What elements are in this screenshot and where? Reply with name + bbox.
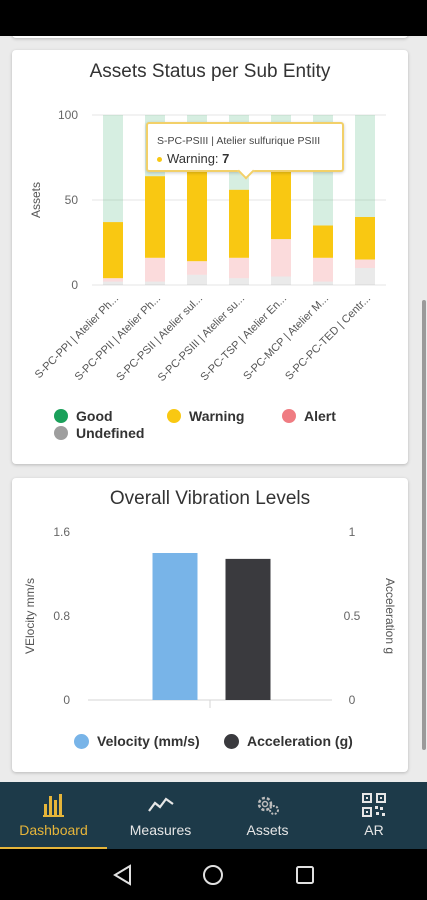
left-y-axis-label: VElocity mm/s <box>23 578 37 654</box>
tooltip-value: 7 <box>222 151 230 166</box>
bar-alert-4 <box>271 239 291 277</box>
tooltip-label: Warning: <box>167 151 219 166</box>
warning-dot-icon <box>167 409 181 423</box>
bar-good-0 <box>103 115 123 223</box>
left-y-tick-label: 1.6 <box>53 525 70 539</box>
legend-velocity-label: Velocity (mm/s) <box>97 733 200 749</box>
legend-undefined-label: Undefined <box>76 425 145 441</box>
legend-alert[interactable]: Alert <box>282 408 336 424</box>
bar-acceleration <box>225 558 271 700</box>
bar-warning-6 <box>355 217 375 260</box>
assets-status-card: Assets Status per Sub Entity 0 50 100 Asset… <box>12 50 408 464</box>
system-navigation-bar <box>0 849 427 900</box>
line-chart-icon <box>107 792 214 818</box>
nav-dashboard-label: Dashboard <box>19 822 88 838</box>
bar-good-6 <box>355 115 375 217</box>
legend-warning[interactable]: Warning <box>167 408 244 424</box>
right-y-tick-label: 0.5 <box>344 609 361 623</box>
left-y-tick-label: 0.8 <box>53 609 70 623</box>
vibration-card: Overall Vibration Levels 0 0.8 1.6 0 0.5 1 VEl… <box>12 478 408 772</box>
bar-warning-4 <box>271 171 291 240</box>
nav-dashboard[interactable]: Dashboard <box>0 782 107 849</box>
y-tick-label: 50 <box>65 193 79 207</box>
y-tick-label: 0 <box>71 278 78 292</box>
bar-undefined-3 <box>229 278 249 285</box>
active-tab-indicator <box>0 847 107 849</box>
bar-warning-3 <box>229 189 249 258</box>
x-tick-label: S-PC-MCP | Atelier M... <box>241 293 331 383</box>
nav-ar[interactable]: AR <box>321 782 427 849</box>
previous-card-edge <box>12 36 408 38</box>
left-y-tick-label: 0 <box>63 693 70 707</box>
legend-warning-label: Warning <box>189 408 245 424</box>
nav-assets-label: Assets <box>246 822 289 838</box>
bar-alert-5 <box>313 257 333 282</box>
legend-good[interactable]: Good <box>54 408 113 424</box>
dashboard-scroll-area[interactable]: Assets Status per Sub Entity 0 50 100 Asset… <box>0 36 427 782</box>
x-tick-label: S-PC-PSII | Atelier sul... <box>114 293 205 384</box>
back-triangle-icon[interactable] <box>113 864 131 886</box>
bottom-navigation: Dashboard Measures Assets <box>0 782 427 849</box>
right-y-tick-label: 1 <box>349 525 356 539</box>
bar-alert-6 <box>355 259 375 268</box>
nav-measures[interactable]: Measures <box>107 782 214 849</box>
undefined-dot-icon <box>54 426 68 440</box>
bar-warning-2 <box>187 166 207 262</box>
legend-alert-label: Alert <box>304 408 336 424</box>
right-y-axis-label: Acceleration g <box>383 578 397 654</box>
bar-warning-5 <box>313 225 333 258</box>
bar-warning-1 <box>145 176 165 258</box>
home-circle-icon[interactable] <box>203 865 223 885</box>
legend-velocity[interactable]: Velocity (mm/s) <box>74 733 200 749</box>
good-dot-icon <box>54 409 68 423</box>
x-tick-label: S-PC-PC-TED | Centr... <box>283 293 373 383</box>
bar-undefined-0 <box>103 281 123 285</box>
velocity-dot-icon <box>74 734 89 749</box>
x-tick-label: S-PC-PPI | Atelier Ph... <box>33 293 121 381</box>
legend-acceleration[interactable]: Acceleration (g) <box>224 733 353 749</box>
bar-undefined-5 <box>313 281 333 285</box>
right-y-tick-label: 0 <box>349 693 356 707</box>
tooltip-row: Warning: 7 <box>157 151 229 166</box>
bar-alert-3 <box>229 257 249 279</box>
tooltip-title: S-PC-PSIII | Atelier sulfurique PSIII <box>157 135 321 147</box>
bar-alert-0 <box>103 278 123 282</box>
bar-chart-icon <box>0 792 107 818</box>
qr-code-icon <box>321 792 427 818</box>
x-tick-label: S-PC-PPII | Atelier Ph... <box>73 293 163 383</box>
legend-undefined[interactable]: Undefined <box>54 425 144 441</box>
bar-warning-0 <box>103 222 123 279</box>
bar-undefined-1 <box>145 281 165 285</box>
x-tick-label: S-PC-TSP | Atelier En... <box>198 293 289 384</box>
status-bar <box>0 0 427 36</box>
gears-icon <box>214 792 321 818</box>
bar-undefined-6 <box>355 268 375 285</box>
bar-undefined-4 <box>271 276 291 285</box>
bar-alert-1 <box>145 257 165 282</box>
y-axis-label: Assets <box>29 182 43 218</box>
legend-good-label: Good <box>76 408 113 424</box>
acceleration-dot-icon <box>224 734 239 749</box>
alert-dot-icon <box>282 409 296 423</box>
tooltip-warning-dot <box>157 157 162 163</box>
vibration-chart: 0 0.8 1.6 0 0.5 1 VElocity mm/s Acceleration g <box>23 525 397 708</box>
vibration-title: Overall Vibration Levels <box>109 488 311 509</box>
page-scrollbar[interactable] <box>422 300 426 750</box>
x-tick-label: S-PC-PSIII | Atelier su... <box>156 293 247 384</box>
recents-square-icon[interactable] <box>296 866 314 884</box>
bar-velocity <box>152 553 198 700</box>
legend-acceleration-label: Acceleration (g) <box>247 733 353 749</box>
bar-alert-2 <box>187 261 207 275</box>
assets-status-title: Assets Status per Sub Entity <box>89 61 331 82</box>
nav-assets[interactable]: Assets <box>214 782 321 849</box>
y-tick-label: 100 <box>58 108 78 122</box>
nav-ar-label: AR <box>364 822 384 838</box>
chart-tooltip: S-PC-PSIII | Atelier sulfurique PSIII Wa… <box>146 122 344 172</box>
nav-measures-label: Measures <box>129 822 192 838</box>
bar-undefined-2 <box>187 274 207 285</box>
